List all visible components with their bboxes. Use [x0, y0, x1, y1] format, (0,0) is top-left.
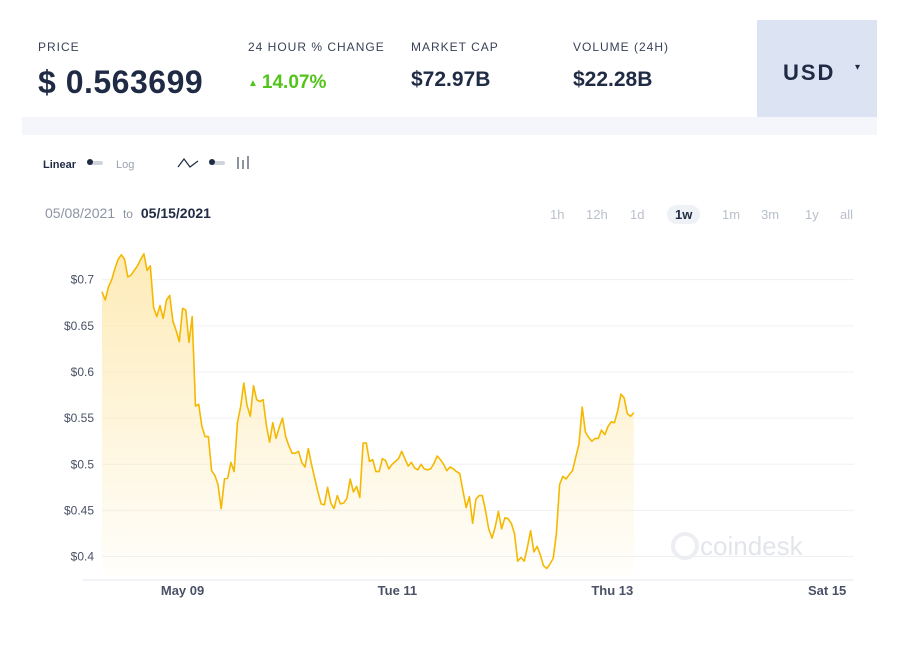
line-chart-icon[interactable]: [177, 156, 199, 170]
x-tick-label: Sat 15: [808, 583, 846, 598]
price-chart[interactable]: $0.4 $0.45 $0.5 $0.55 $0.6 $0.65 $0.7 May 09 Tu…: [22, 240, 877, 610]
y-tick-label: $0.5: [71, 457, 95, 471]
range-1m[interactable]: 1m: [722, 207, 741, 222]
date-to-word: to: [122, 207, 133, 221]
range-selector: 1h 12h 1d 1w 1m 3m 1y all: [540, 205, 860, 229]
x-tick-label: Tue 11: [378, 583, 418, 598]
y-axis: $0.4 $0.45 $0.5 $0.55 $0.6 $0.65 $0.7: [64, 273, 94, 564]
market-cap-value: $72.97B: [411, 68, 491, 91]
linear-label[interactable]: Linear: [43, 159, 77, 171]
stats-header: PRICE $ 0.563699 24 HOUR % CHANGE ▲ 14.07…: [22, 20, 877, 117]
price-line: [101, 253, 635, 570]
range-all[interactable]: all: [840, 207, 854, 222]
candlestick-icon[interactable]: [236, 155, 250, 171]
chevron-down-icon: ▾: [855, 62, 861, 73]
change-value: 14.07%: [261, 72, 327, 93]
range-1h[interactable]: 1h: [550, 207, 565, 222]
x-axis: May 09 Tue 11 Thu 13 Sat 15: [82, 579, 854, 598]
change-value-wrap: ▲ 14.07%: [248, 72, 326, 94]
price-area: [102, 253, 634, 576]
date-range: 05/08/2021 to 05/15/2021: [45, 205, 211, 221]
y-tick-label: $0.65: [64, 319, 94, 333]
range-3m[interactable]: 3m: [761, 207, 780, 222]
date-from: 05/08/2021: [45, 205, 116, 221]
volume-value: $22.28B: [573, 68, 653, 91]
y-tick-label: $0.7: [71, 273, 95, 287]
header-divider: [22, 117, 877, 135]
up-arrow-icon: ▲: [248, 78, 258, 89]
y-tick-label: $0.55: [64, 411, 94, 425]
scale-toggle-knob: [87, 159, 93, 165]
y-tick-label: $0.4: [71, 550, 95, 564]
chart-type-toggle-knob: [209, 159, 215, 165]
range-1w[interactable]: 1w: [667, 205, 701, 224]
price-value: $ 0.563699: [38, 64, 204, 100]
scale-toggle[interactable]: [87, 159, 103, 165]
date-to: 05/15/2021: [140, 205, 211, 221]
watermark-text: coindesk: [700, 531, 804, 561]
y-tick-label: $0.45: [64, 503, 94, 517]
change-label: 24 HOUR % CHANGE: [248, 40, 385, 54]
currency-selector[interactable]: USD ▾: [757, 20, 877, 117]
volume-label: VOLUME (24H): [573, 40, 670, 54]
x-tick-label: May 09: [161, 583, 204, 598]
range-12h[interactable]: 12h: [586, 207, 608, 222]
coindesk-logo-icon: [671, 532, 699, 560]
y-tick-label: $0.6: [71, 365, 95, 379]
x-tick-label: Thu 13: [591, 583, 633, 598]
log-label[interactable]: Log: [116, 159, 135, 171]
coindesk-watermark: coindesk: [671, 531, 804, 561]
range-1d[interactable]: 1d: [630, 207, 645, 222]
currency-label: USD: [783, 60, 836, 85]
chart-type-toggle[interactable]: [209, 159, 225, 165]
price-label: PRICE: [38, 40, 80, 54]
range-1y[interactable]: 1y: [805, 207, 819, 222]
market-cap-label: MARKET CAP: [411, 40, 499, 54]
